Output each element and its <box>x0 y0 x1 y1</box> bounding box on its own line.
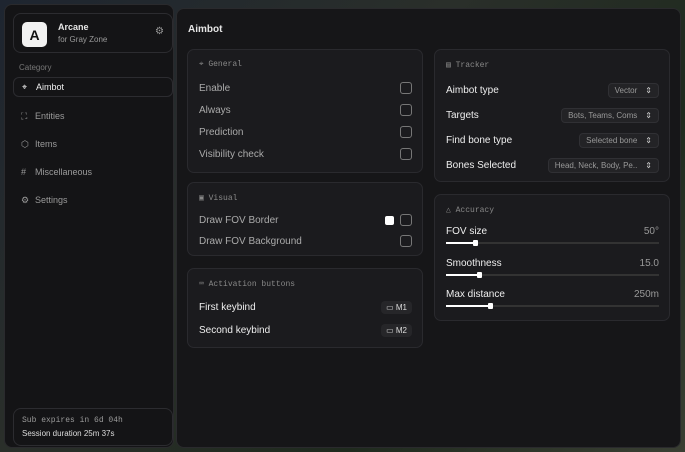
sidebar-item-label: Settings <box>35 195 68 205</box>
aimbot-type-row: Aimbot type Vector ⇕ <box>446 82 659 98</box>
sub-expires: Sub expires in 6d 04h <box>22 416 123 425</box>
user-scan-icon: ⛶ <box>21 110 28 121</box>
enable-row: Enable <box>199 80 412 96</box>
sidebar-item-label: Items <box>35 139 58 149</box>
first-keybind-button[interactable]: ▭ M1 <box>381 300 412 314</box>
draw-fov-background-row: Draw FOV Background <box>199 233 412 249</box>
draw-fov-border-row: Draw FOV Border <box>199 212 412 228</box>
sidebar-item-label: Entities <box>35 111 65 121</box>
enable-checkbox[interactable] <box>400 82 412 94</box>
box-icon: ⬡ <box>21 138 29 149</box>
brand-card: A Arcane for Gray Zone ⚙ <box>13 13 173 53</box>
sidebar-item-label: Miscellaneous <box>35 167 93 177</box>
brand-subtitle: for Gray Zone <box>58 35 108 44</box>
prediction-row: Prediction <box>199 124 412 140</box>
visibility-check-checkbox[interactable] <box>400 148 412 160</box>
sidebar-item-aimbot[interactable]: ⌖ Aimbot <box>13 77 173 97</box>
targets-select[interactable]: Bots, Teams, Coms ⇕ <box>561 107 659 123</box>
crosshair-icon: ⌖ <box>199 60 209 69</box>
sidebar: A Arcane for Gray Zone ⚙ Category ⌖ Aimbo… <box>4 4 174 448</box>
crosshair-icon: ⌖ <box>22 81 28 92</box>
hash-icon: # <box>21 167 27 177</box>
slider-handle[interactable] <box>487 303 493 309</box>
always-checkbox[interactable] <box>400 104 412 116</box>
subscription-info: Sub expires in 6d 04h Session duration 2… <box>13 408 173 446</box>
find-bone-type-row: Find bone type Selected bone ⇕ <box>446 132 659 148</box>
aimbot-type-select[interactable]: Vector ⇕ <box>607 82 659 98</box>
category-label: Category <box>19 63 52 72</box>
page-title: Aimbot <box>188 24 223 35</box>
gear-icon: ⚙ <box>21 194 30 205</box>
triangle-icon: △ <box>446 206 456 215</box>
card-title: ⌖ General <box>199 60 242 69</box>
chevron-updown-icon: ⇕ <box>645 110 652 120</box>
card-title: ▣ Visual <box>199 194 238 203</box>
sidebar-item-entities[interactable]: ⛶ Entities <box>13 106 173 126</box>
max-distance-slider-row: Max distance 250m <box>446 289 659 309</box>
visual-card: ▣ Visual Draw FOV Border Draw FOV Backgr… <box>187 182 423 256</box>
activation-card: ⌨ Activation buttons First keybind ▭ M1 S… <box>187 268 423 348</box>
second-keybind-button[interactable]: ▭ M2 <box>381 323 412 337</box>
accuracy-card: △ Accuracy FOV size 50° Smoothness 15.0 Ma… <box>434 194 670 321</box>
chart-icon: ▤ <box>446 61 456 70</box>
visibility-check-row: Visibility check <box>199 146 412 162</box>
sidebar-item-settings[interactable]: ⚙ Settings <box>13 190 173 210</box>
slider-handle[interactable] <box>477 272 483 278</box>
chevron-updown-icon: ⇕ <box>645 85 652 95</box>
settings-gear-icon[interactable]: ⚙ <box>155 26 164 37</box>
main-panel: Aimbot ⌖ General Enable Always Predictio… <box>176 8 681 448</box>
sidebar-item-miscellaneous[interactable]: # Miscellaneous <box>13 162 173 182</box>
logo: A <box>22 22 47 47</box>
card-title: ⌨ Activation buttons <box>199 280 296 289</box>
tracker-card: ▤ Tracker Aimbot type Vector ⇕ Targets Bots… <box>434 49 670 182</box>
chevron-updown-icon: ⇕ <box>645 135 652 145</box>
prediction-checkbox[interactable] <box>400 126 412 138</box>
bones-selected-select[interactable]: Head, Neck, Body, Pe.. ⇕ <box>547 157 659 173</box>
chevron-updown-icon: ⇕ <box>645 160 652 170</box>
slider-handle[interactable] <box>472 240 478 246</box>
always-row: Always <box>199 102 412 118</box>
sidebar-item-label: Aimbot <box>36 82 65 92</box>
smoothness-slider[interactable] <box>446 272 659 278</box>
eye-box-icon: ▣ <box>199 194 209 203</box>
find-bone-type-select[interactable]: Selected bone ⇕ <box>579 132 659 148</box>
brand-name: Arcane <box>58 22 89 32</box>
bones-selected-row: Bones Selected Head, Neck, Body, Pe.. ⇕ <box>446 157 659 173</box>
draw-fov-background-checkbox[interactable] <box>400 235 412 247</box>
card-title: ▤ Tracker <box>446 61 490 70</box>
card-title: △ Accuracy <box>446 206 495 215</box>
draw-fov-border-checkbox[interactable] <box>400 214 412 226</box>
smoothness-slider-row: Smoothness 15.0 <box>446 258 659 278</box>
fov-size-slider-row: FOV size 50° <box>446 226 659 246</box>
general-card: ⌖ General Enable Always Prediction Visib… <box>187 49 423 173</box>
max-distance-slider[interactable] <box>446 303 659 309</box>
fov-size-slider[interactable] <box>446 240 659 246</box>
keyboard-icon: ⌨ <box>199 280 209 289</box>
targets-row: Targets Bots, Teams, Coms ⇕ <box>446 107 659 123</box>
second-keybind-row: Second keybind ▭ M2 <box>199 322 412 338</box>
session-duration: Session duration 25m 37s <box>22 429 115 438</box>
first-keybind-row: First keybind ▭ M1 <box>199 299 412 315</box>
sidebar-item-items[interactable]: ⬡ Items <box>13 134 173 154</box>
color-swatch[interactable] <box>385 215 394 225</box>
